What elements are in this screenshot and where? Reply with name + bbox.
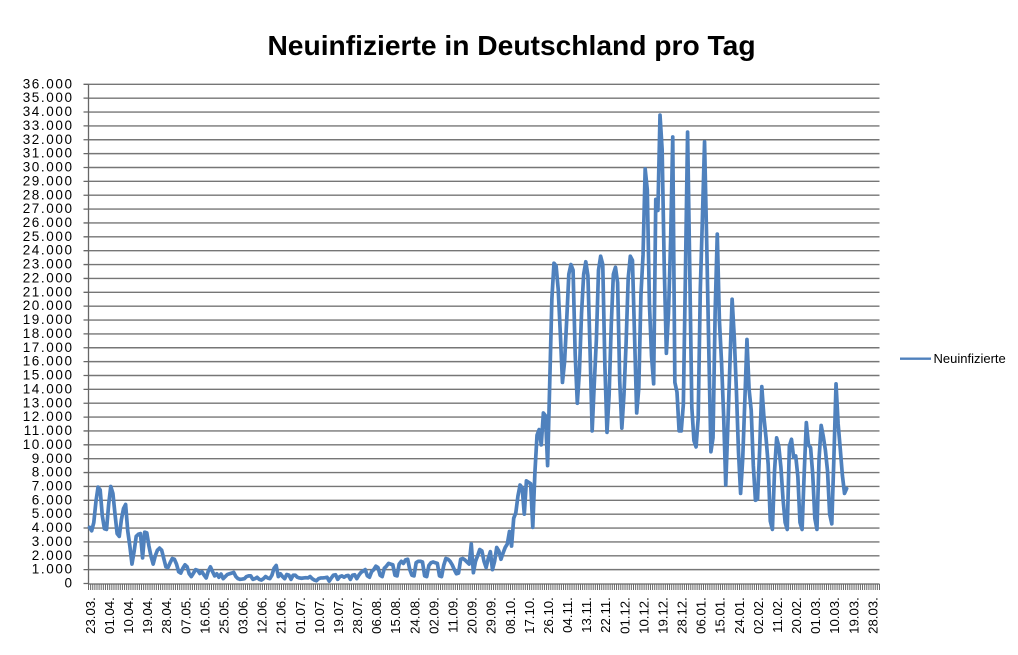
svg-text:27.000: 27.000 — [23, 201, 74, 216]
svg-text:01.04.: 01.04. — [102, 597, 117, 634]
svg-text:17.000: 17.000 — [23, 340, 74, 355]
svg-text:28.04.: 28.04. — [159, 597, 174, 634]
svg-text:4.000: 4.000 — [32, 520, 74, 535]
svg-text:03.06.: 03.06. — [236, 597, 251, 634]
svg-text:15.000: 15.000 — [23, 368, 74, 383]
svg-text:22.11.: 22.11. — [598, 597, 613, 633]
svg-text:29.09.: 29.09. — [484, 597, 499, 634]
svg-text:19.04.: 19.04. — [140, 597, 155, 634]
svg-text:28.03.: 28.03. — [865, 597, 880, 634]
svg-text:30.000: 30.000 — [23, 160, 74, 175]
svg-text:20.000: 20.000 — [23, 298, 74, 313]
svg-text:11.09.: 11.09. — [445, 597, 460, 633]
svg-text:7.000: 7.000 — [32, 478, 74, 493]
svg-text:29.000: 29.000 — [23, 173, 74, 188]
svg-text:2.000: 2.000 — [32, 548, 74, 563]
svg-text:16.05.: 16.05. — [197, 597, 212, 634]
svg-text:10.04.: 10.04. — [121, 597, 136, 634]
svg-text:10.000: 10.000 — [23, 437, 74, 452]
svg-text:35.000: 35.000 — [23, 90, 74, 105]
svg-text:19.07.: 19.07. — [331, 597, 346, 634]
svg-text:24.000: 24.000 — [23, 243, 74, 258]
svg-text:34.000: 34.000 — [23, 104, 74, 119]
svg-text:Neuinfizierte: Neuinfizierte — [934, 351, 1006, 366]
svg-text:18.000: 18.000 — [23, 326, 74, 341]
svg-text:12.000: 12.000 — [23, 409, 74, 424]
svg-text:02.09.: 02.09. — [426, 597, 441, 634]
svg-text:24.08.: 24.08. — [407, 597, 422, 634]
svg-text:6.000: 6.000 — [32, 492, 74, 507]
svg-text:21.000: 21.000 — [23, 284, 74, 299]
svg-text:0: 0 — [64, 576, 72, 591]
svg-text:01.07.: 01.07. — [293, 597, 308, 634]
svg-text:01.03.: 01.03. — [808, 597, 823, 634]
svg-text:02.02.: 02.02. — [751, 597, 766, 634]
svg-text:10.07.: 10.07. — [312, 597, 327, 634]
svg-text:06.08.: 06.08. — [369, 597, 384, 634]
svg-text:25.05.: 25.05. — [216, 597, 231, 634]
svg-text:21.06.: 21.06. — [274, 597, 289, 634]
svg-text:26.000: 26.000 — [23, 215, 74, 230]
svg-text:01.12.: 01.12. — [617, 597, 632, 634]
svg-text:07.05.: 07.05. — [178, 597, 193, 634]
svg-text:28.12.: 28.12. — [675, 597, 690, 634]
svg-text:1.000: 1.000 — [32, 562, 74, 577]
svg-text:20.09.: 20.09. — [465, 597, 480, 634]
svg-text:3.000: 3.000 — [32, 534, 74, 549]
svg-text:11.000: 11.000 — [24, 423, 74, 438]
svg-text:26.10.: 26.10. — [541, 597, 556, 634]
svg-text:23.000: 23.000 — [23, 257, 74, 272]
svg-text:Neuinfizierte in Deutschland p: Neuinfizierte in Deutschland pro Tag — [267, 29, 755, 61]
svg-text:15.08.: 15.08. — [388, 597, 403, 634]
svg-text:14.000: 14.000 — [23, 381, 74, 396]
svg-text:19.03.: 19.03. — [846, 597, 861, 634]
svg-text:16.000: 16.000 — [23, 354, 74, 369]
svg-text:10.12.: 10.12. — [636, 597, 651, 634]
svg-text:15.01.: 15.01. — [713, 597, 728, 634]
svg-text:9.000: 9.000 — [32, 451, 74, 466]
svg-text:5.000: 5.000 — [32, 506, 74, 521]
svg-text:33.000: 33.000 — [23, 118, 74, 133]
svg-text:24.01.: 24.01. — [732, 597, 747, 634]
svg-text:06.01.: 06.01. — [694, 597, 709, 634]
svg-text:36.000: 36.000 — [23, 76, 74, 91]
svg-text:11.02.: 11.02. — [770, 597, 785, 633]
svg-text:28.07.: 28.07. — [350, 597, 365, 634]
svg-text:31.000: 31.000 — [23, 146, 74, 161]
svg-text:22.000: 22.000 — [23, 270, 74, 285]
svg-text:28.000: 28.000 — [23, 187, 74, 202]
svg-text:17.10.: 17.10. — [522, 597, 537, 634]
svg-text:13.000: 13.000 — [23, 395, 74, 410]
svg-text:23.03.: 23.03. — [83, 597, 98, 634]
svg-text:10.03.: 10.03. — [827, 597, 842, 634]
svg-text:25.000: 25.000 — [23, 229, 74, 244]
svg-text:08.10.: 08.10. — [503, 597, 518, 634]
svg-text:8.000: 8.000 — [32, 465, 74, 480]
svg-text:20.02.: 20.02. — [789, 597, 804, 634]
svg-text:32.000: 32.000 — [23, 132, 74, 147]
svg-text:12.06.: 12.06. — [255, 597, 270, 634]
svg-text:19.000: 19.000 — [23, 312, 74, 327]
svg-text:13.11.: 13.11. — [579, 597, 594, 633]
svg-text:19.12.: 19.12. — [655, 597, 670, 634]
svg-text:04.11.: 04.11. — [560, 597, 575, 633]
